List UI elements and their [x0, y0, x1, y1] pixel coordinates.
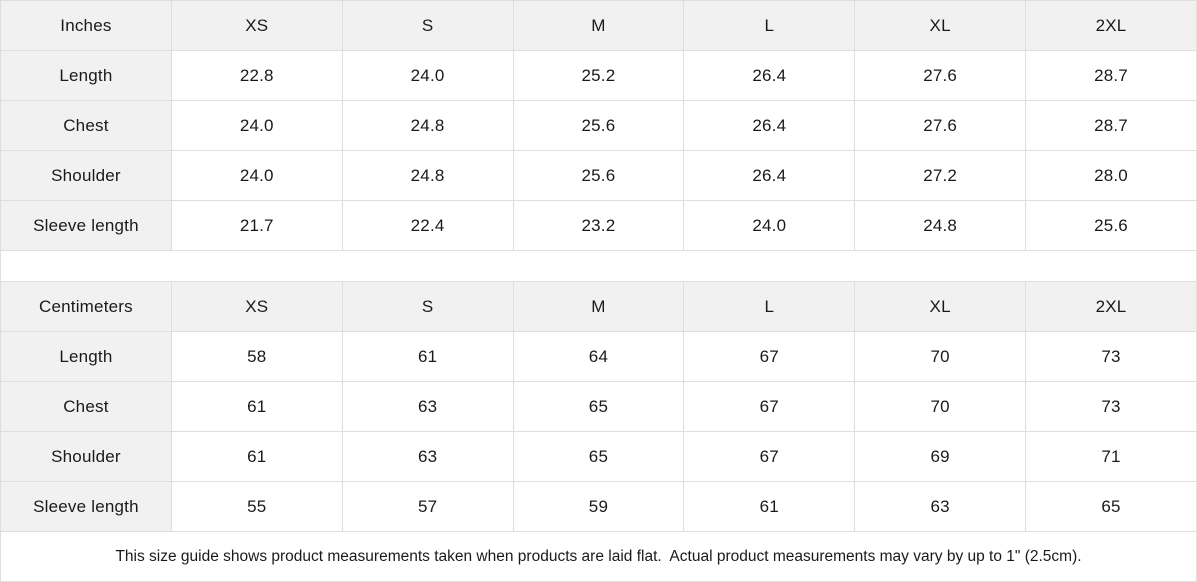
- measurement-value-cell: 73: [1025, 381, 1197, 432]
- measurement-value-cell: 65: [1025, 481, 1197, 532]
- measurement-row: Length 58 61 64 67 70 73: [0, 331, 1197, 382]
- measurement-value-cell: 25.6: [512, 150, 685, 201]
- measurement-value-cell: 59: [512, 481, 685, 532]
- size-header-cell: XS: [170, 281, 343, 332]
- measurement-value-cell: 67: [683, 381, 856, 432]
- measurement-value-cell: 22.4: [341, 200, 514, 251]
- measurement-row: Chest 61 63 65 67 70 73: [0, 381, 1197, 432]
- measurement-value-cell: 28.0: [1025, 150, 1197, 201]
- size-header-cell: XL: [854, 0, 1027, 51]
- measurement-value-cell: 24.8: [341, 150, 514, 201]
- row-label-cell: Chest: [0, 100, 172, 151]
- row-label-cell: Length: [0, 331, 172, 382]
- measurement-row: Shoulder 61 63 65 67 69 71: [0, 431, 1197, 482]
- measurement-value-cell: 61: [341, 331, 514, 382]
- measurement-value-cell: 63: [341, 381, 514, 432]
- measurement-value-cell: 69: [854, 431, 1027, 482]
- measurement-value-cell: 73: [1025, 331, 1197, 382]
- measurement-value-cell: 26.4: [683, 100, 856, 151]
- row-label-cell: Shoulder: [0, 431, 172, 482]
- size-table-inches: Inches XS S M L XL 2XL Length 22.8 24.0 25.2 26.4 27…: [0, 0, 1197, 251]
- measurement-value-cell: 61: [170, 431, 343, 482]
- measurement-value-cell: 55: [170, 481, 343, 532]
- measurement-value-cell: 24.8: [854, 200, 1027, 251]
- measurement-value-cell: 67: [683, 331, 856, 382]
- measurement-value-cell: 23.2: [512, 200, 685, 251]
- measurement-value-cell: 61: [683, 481, 856, 532]
- measurement-value-cell: 26.4: [683, 50, 856, 101]
- measurement-value-cell: 67: [683, 431, 856, 482]
- size-table-centimeters: Centimeters XS S M L XL 2XL Length 58 61 64 67 70 73 C…: [0, 281, 1197, 532]
- size-header-cell: XS: [170, 0, 343, 51]
- measurement-value-cell: 70: [854, 381, 1027, 432]
- unit-label-cell: Inches: [0, 0, 172, 51]
- measurement-value-cell: 65: [512, 431, 685, 482]
- size-header-cell: M: [512, 281, 685, 332]
- row-label-cell: Length: [0, 50, 172, 101]
- measurement-row: Sleeve length 55 57 59 61 63 65: [0, 481, 1197, 532]
- row-label-cell: Shoulder: [0, 150, 172, 201]
- measurement-row: Chest 24.0 24.8 25.6 26.4 27.6 28.7: [0, 100, 1197, 151]
- measurement-value-cell: 64: [512, 331, 685, 382]
- measurement-row: Shoulder 24.0 24.8 25.6 26.4 27.2 28.0: [0, 150, 1197, 201]
- size-header-row: Inches XS S M L XL 2XL: [0, 0, 1197, 51]
- measurement-value-cell: 25.6: [1025, 200, 1197, 251]
- measurement-value-cell: 24.0: [683, 200, 856, 251]
- measurement-value-cell: 63: [854, 481, 1027, 532]
- measurement-value-cell: 70: [854, 331, 1027, 382]
- table-spacer: [0, 251, 1197, 281]
- size-header-row: Centimeters XS S M L XL 2XL: [0, 281, 1197, 332]
- size-header-cell: L: [683, 281, 856, 332]
- size-header-cell: XL: [854, 281, 1027, 332]
- measurement-value-cell: 27.6: [854, 50, 1027, 101]
- measurement-value-cell: 24.0: [170, 100, 343, 151]
- measurement-value-cell: 58: [170, 331, 343, 382]
- measurement-value-cell: 27.6: [854, 100, 1027, 151]
- size-guide-note: This size guide shows product measuremen…: [0, 532, 1197, 582]
- measurement-value-cell: 63: [341, 431, 514, 482]
- size-header-cell: S: [341, 281, 514, 332]
- measurement-value-cell: 71: [1025, 431, 1197, 482]
- size-header-cell: 2XL: [1025, 281, 1197, 332]
- measurement-row: Sleeve length 21.7 22.4 23.2 24.0 24.8 25.6: [0, 200, 1197, 251]
- measurement-value-cell: 65: [512, 381, 685, 432]
- measurement-value-cell: 24.0: [341, 50, 514, 101]
- size-header-cell: M: [512, 0, 685, 51]
- measurement-row: Length 22.8 24.0 25.2 26.4 27.6 28.7: [0, 50, 1197, 101]
- measurement-value-cell: 25.6: [512, 100, 685, 151]
- measurement-value-cell: 28.7: [1025, 100, 1197, 151]
- size-header-cell: 2XL: [1025, 0, 1197, 51]
- measurement-value-cell: 25.2: [512, 50, 685, 101]
- row-label-cell: Sleeve length: [0, 481, 172, 532]
- unit-label-cell: Centimeters: [0, 281, 172, 332]
- row-label-cell: Chest: [0, 381, 172, 432]
- measurement-value-cell: 26.4: [683, 150, 856, 201]
- measurement-value-cell: 57: [341, 481, 514, 532]
- row-label-cell: Sleeve length: [0, 200, 172, 251]
- measurement-value-cell: 21.7: [170, 200, 343, 251]
- measurement-value-cell: 61: [170, 381, 343, 432]
- measurement-value-cell: 24.0: [170, 150, 343, 201]
- measurement-value-cell: 28.7: [1025, 50, 1197, 101]
- measurement-value-cell: 24.8: [341, 100, 514, 151]
- measurement-value-cell: 22.8: [170, 50, 343, 101]
- size-header-cell: S: [341, 0, 514, 51]
- size-header-cell: L: [683, 0, 856, 51]
- measurement-value-cell: 27.2: [854, 150, 1027, 201]
